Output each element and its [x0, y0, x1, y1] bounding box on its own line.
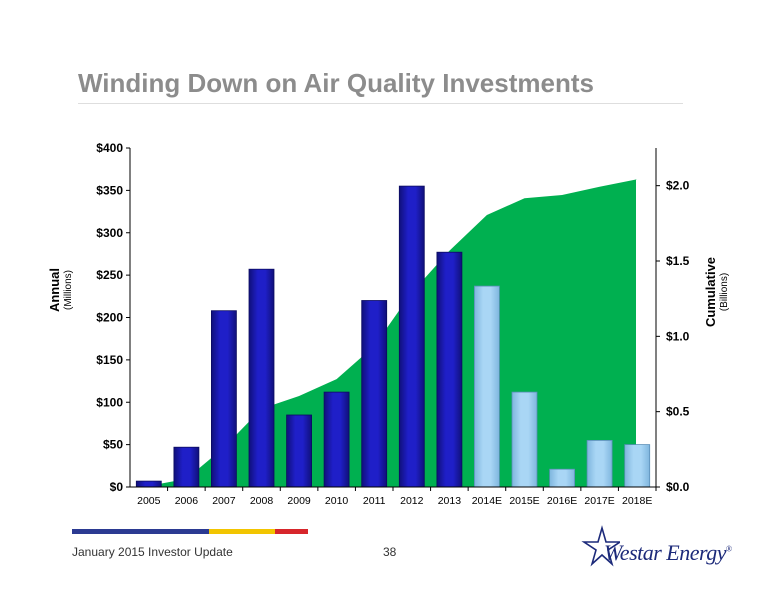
title-divider: [78, 103, 683, 104]
annual-bar-2005: [135, 480, 162, 488]
x-tick-label: 2015E: [509, 495, 539, 507]
left-tick-label: $300: [96, 226, 123, 240]
right-tick-label: $2.0: [666, 179, 690, 193]
star-icon: [581, 525, 620, 567]
footer-bar-red: [275, 529, 308, 534]
left-tick-label: $100: [96, 395, 123, 409]
footer-bar-blue: [72, 529, 209, 534]
annual-bar-2015e: [511, 391, 538, 488]
annual-bar-2017e: [586, 439, 613, 488]
right-axis-unit: (Billions): [719, 273, 730, 311]
footer-bar-yellow: [209, 529, 275, 534]
right-tick-label: $1.5: [666, 254, 690, 268]
annual-bar-2008: [248, 268, 275, 488]
x-tick-label: 2010: [325, 495, 349, 507]
right-tick-label: $0.0: [666, 480, 690, 494]
left-tick-label: $150: [96, 353, 123, 367]
logo-text: Westar Energy®: [604, 540, 732, 565]
x-tick-label: 2005: [137, 495, 161, 507]
left-axis-title: Annual: [47, 268, 62, 312]
page-number: 38: [383, 545, 397, 559]
annual-bar-2010: [323, 391, 350, 488]
left-tick-label: $0: [110, 480, 124, 494]
left-tick-label: $250: [96, 268, 123, 282]
annual-bar-2009: [286, 414, 313, 488]
annual-bar-2016e: [549, 468, 575, 488]
annual-bar-2011: [361, 300, 388, 488]
right-axis-title: Cumulative: [703, 257, 718, 327]
x-tick-label: 2016E: [547, 495, 577, 507]
annual-bar-2007: [210, 310, 237, 488]
company-logo: Westar Energy®: [580, 524, 732, 570]
left-tick-label: $350: [96, 183, 123, 197]
x-tick-label: 2009: [287, 495, 311, 507]
annual-bar-2018e: [624, 444, 651, 488]
annual-bar-2014e: [473, 285, 500, 488]
annual-bar-2013: [436, 251, 463, 488]
x-tick-label: 2014E: [472, 495, 502, 507]
left-axis-unit: (Millions): [63, 270, 74, 310]
x-tick-label: 2018E: [622, 495, 652, 507]
left-tick-label: $400: [96, 141, 123, 155]
x-tick-label: 2008: [250, 495, 274, 507]
right-tick-label: $1.0: [666, 329, 690, 343]
x-tick-label: 2017E: [584, 495, 614, 507]
page-title: Winding Down on Air Quality Investments: [78, 68, 594, 98]
right-tick-label: $0.5: [666, 405, 690, 419]
x-tick-label: 2013: [438, 495, 462, 507]
annual-bar-2012: [398, 185, 425, 488]
footer-caption: January 2015 Investor Update: [72, 545, 233, 559]
chart-area: $0 $50 $100 $150 $200 $250 $300 $350 $400 $0.0 $0.…: [47, 141, 730, 507]
left-tick-label: $50: [103, 438, 123, 452]
x-tick-label: 2007: [212, 495, 236, 507]
x-tick-label: 2011: [363, 495, 386, 507]
x-tick-label: 2006: [175, 495, 199, 507]
annual-bar-2006: [173, 446, 200, 488]
x-tick-label: 2012: [400, 495, 424, 507]
left-tick-label: $200: [96, 311, 123, 325]
